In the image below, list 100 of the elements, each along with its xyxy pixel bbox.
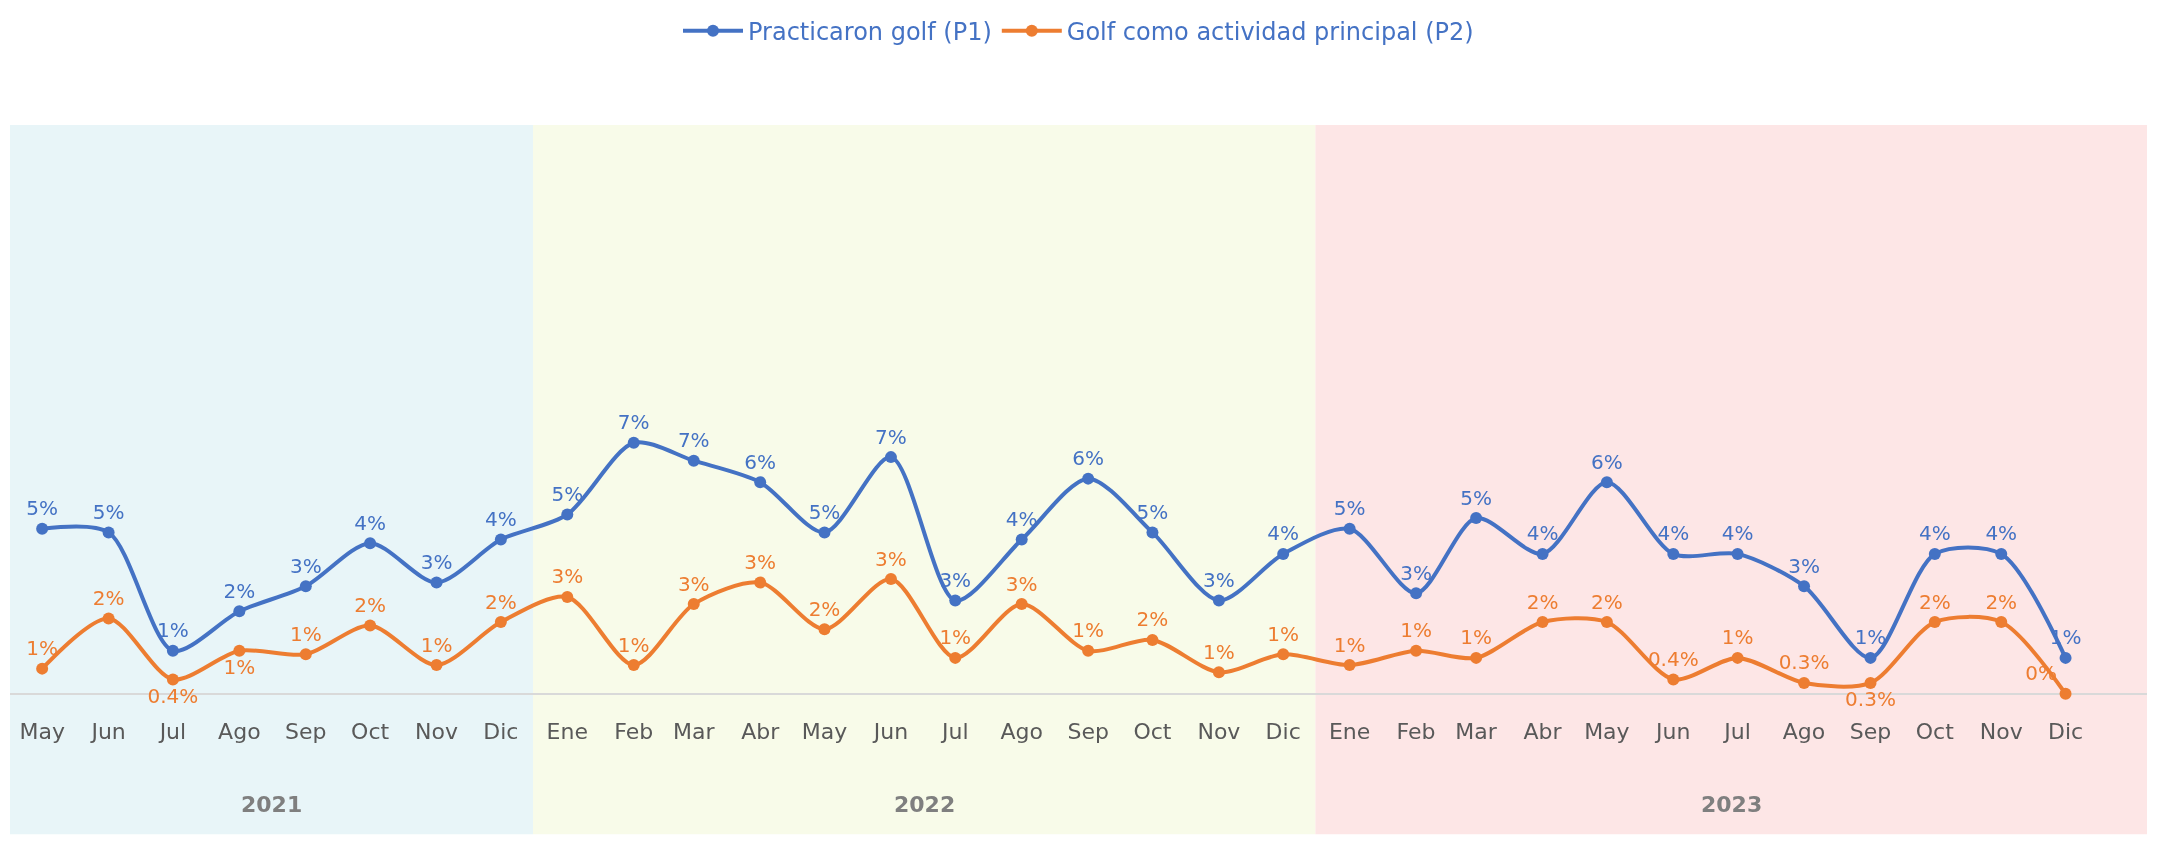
x-tick-label: Nov: [1197, 719, 1241, 744]
point: [364, 619, 377, 632]
x-tick-label: Nov: [1979, 719, 2023, 744]
x-tick-label: May: [19, 719, 65, 744]
point: [1277, 648, 1290, 661]
data-label: 2%: [1526, 589, 1559, 614]
x-tick-label: Ago: [1782, 719, 1826, 744]
point: [818, 526, 831, 539]
point: [1146, 526, 1159, 539]
data-label: 2%: [1590, 589, 1623, 614]
data-label: 3%: [420, 550, 453, 575]
point: [1343, 659, 1356, 672]
data-label: 4%: [484, 507, 517, 532]
band-label: 2021: [241, 792, 303, 817]
point: [1470, 512, 1483, 525]
x-tick-label: Jul: [157, 719, 187, 744]
data-label: 3%: [1400, 560, 1432, 585]
data-label: 0.4%: [147, 683, 199, 708]
x-tick-label: Jun: [89, 719, 126, 744]
data-label: 5%: [1333, 496, 1366, 521]
point: [754, 476, 767, 489]
point: [1470, 651, 1483, 664]
band-label: 2022: [894, 792, 956, 817]
data-label: 1%: [26, 636, 59, 661]
point: [166, 644, 179, 657]
point: [36, 662, 49, 675]
x-tick-label: Dic: [1265, 719, 1301, 744]
data-label: 5%: [1136, 499, 1169, 524]
data-label: 4%: [1005, 507, 1038, 532]
x-tick-label: Jul: [939, 719, 969, 744]
data-label: 4%: [1721, 521, 1754, 546]
data-label: 6%: [1590, 449, 1623, 474]
data-label: 1%: [1333, 632, 1366, 657]
data-label: 4%: [1526, 521, 1559, 546]
point: [884, 451, 897, 464]
data-label: 4%: [1985, 521, 2018, 546]
data-label: 1%: [1267, 621, 1300, 646]
x-tick-label: Sep: [285, 719, 327, 744]
band-label: 2023: [1701, 792, 1763, 817]
data-label: 1%: [939, 625, 972, 650]
data-label: 3%: [1203, 568, 1235, 593]
point: [1798, 580, 1811, 593]
point: [1146, 633, 1159, 646]
x-tick-label: Dic: [2047, 719, 2084, 744]
x-tick-label: Abr: [1523, 719, 1563, 744]
point: [430, 576, 443, 589]
data-label: 2%: [1985, 589, 2018, 614]
point: [1667, 673, 1680, 686]
x-tick-label: Oct: [351, 719, 390, 744]
data-label: 3%: [1788, 553, 1820, 578]
point: [949, 594, 962, 607]
point: [299, 648, 312, 661]
x-tick-label: Ago: [218, 719, 261, 744]
data-label: 7%: [677, 428, 710, 453]
point: [2059, 651, 2072, 664]
point: [818, 623, 831, 636]
point: [1600, 616, 1613, 629]
point: [1015, 598, 1028, 611]
x-tick-label: Ene: [546, 719, 588, 744]
data-label: 3%: [677, 571, 710, 596]
data-label: 2%: [1918, 589, 1951, 614]
data-label: 1%: [1460, 625, 1492, 650]
x-tick-label: Nov: [415, 719, 459, 744]
point: [627, 659, 640, 672]
data-label: 0.3%: [1845, 687, 1896, 712]
point: [166, 673, 179, 686]
data-label: 1%: [157, 618, 189, 643]
data-label: 1%: [1072, 618, 1105, 643]
x-tick-label: Sep: [1849, 719, 1892, 744]
data-label: 2%: [484, 589, 517, 614]
point: [36, 522, 49, 535]
point: [233, 644, 246, 657]
point: [494, 533, 507, 546]
data-label: 5%: [808, 499, 841, 524]
point: [1212, 594, 1225, 607]
point: [233, 605, 246, 618]
data-label: 3%: [1005, 571, 1038, 596]
x-tick-label: Mar: [672, 719, 716, 744]
data-label: 2%: [1136, 607, 1169, 632]
point: [561, 590, 574, 603]
data-label: 0.3%: [1778, 650, 1830, 675]
x-tick-label: Ago: [1000, 719, 1043, 744]
data-label: 1%: [1721, 625, 1754, 650]
point: [1995, 616, 2008, 629]
x-tick-label: Oct: [1915, 719, 1955, 744]
x-tick-label: Ene: [1328, 719, 1371, 744]
data-label: 1%: [1203, 639, 1235, 664]
point: [1277, 547, 1290, 560]
data-label: 4%: [354, 510, 386, 535]
data-label: 1%: [289, 621, 322, 646]
point: [1212, 666, 1225, 679]
data-label: 5%: [551, 481, 584, 506]
point: [102, 612, 115, 625]
x-tick-label: Jul: [1722, 719, 1751, 744]
x-tick-label: May: [801, 719, 848, 744]
data-label: 2%: [92, 585, 125, 610]
point: [430, 659, 443, 672]
point: [1731, 651, 1744, 664]
point: [1082, 644, 1095, 657]
x-tick-label: Dic: [483, 719, 519, 744]
